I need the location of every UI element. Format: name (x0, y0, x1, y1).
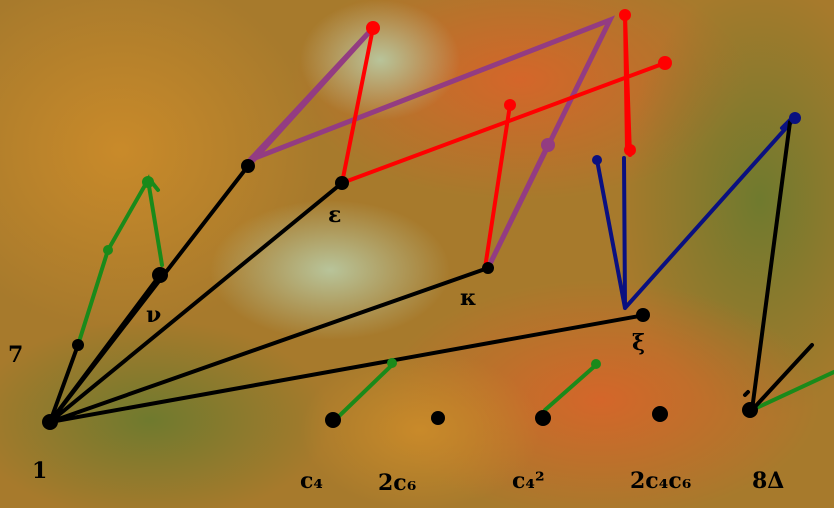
label: c₄² (512, 468, 545, 494)
label: 1 (32, 458, 47, 484)
label: c₄ (300, 468, 323, 494)
label: ε (328, 202, 341, 228)
drawing (42, 9, 834, 430)
label: 2c₄c₆ (630, 468, 691, 494)
label: 2c₆ (378, 470, 416, 496)
label: κ (460, 285, 477, 311)
label: ξ (632, 330, 645, 356)
labels: 1 7 ν ε κ ξ c₄ 2c₆ c₄² 2c₄c₆ 8Δ (8, 202, 784, 496)
label: 8Δ (752, 468, 784, 494)
label: ν (146, 302, 161, 328)
label: 7 (8, 342, 23, 368)
